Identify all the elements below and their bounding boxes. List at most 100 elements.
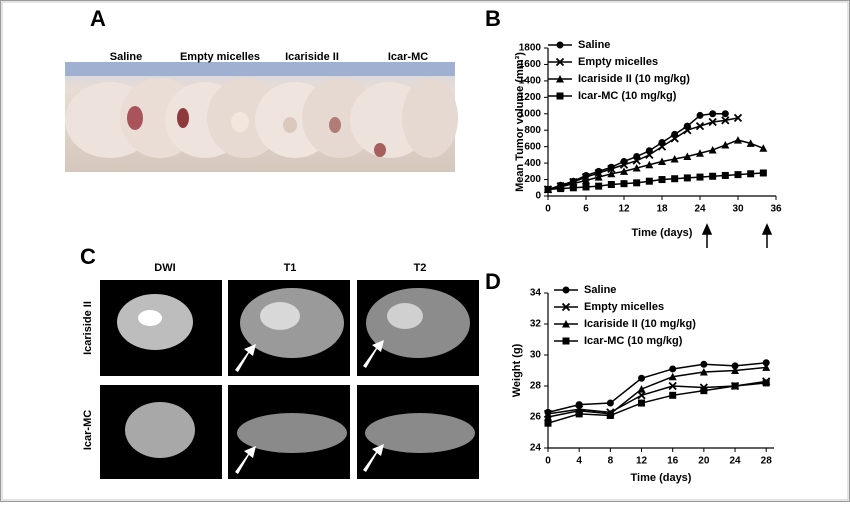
marker xyxy=(762,359,770,367)
y-tick-label: 1400 xyxy=(519,76,542,87)
x-tick-label: 24 xyxy=(694,204,706,215)
marker xyxy=(731,382,739,390)
marker xyxy=(544,419,552,427)
marker xyxy=(696,149,704,157)
marker xyxy=(569,184,577,192)
marker xyxy=(709,172,717,180)
photo-label: Icariside II xyxy=(285,51,339,63)
marker xyxy=(668,372,677,381)
y-tick-label: 1200 xyxy=(519,92,542,103)
marker xyxy=(594,173,603,181)
marker xyxy=(709,110,717,118)
y-tick-label: 30 xyxy=(530,350,542,361)
marker xyxy=(620,180,628,188)
marker xyxy=(544,185,552,193)
marker xyxy=(562,320,570,328)
marker xyxy=(721,141,730,149)
legend-label: Icariside II (10 mg/kg) xyxy=(584,318,696,330)
photo-label: Icar-MC xyxy=(388,51,428,63)
marker xyxy=(721,110,729,118)
x-tick-label: 12 xyxy=(618,204,630,215)
y-tick-label: 32 xyxy=(530,319,542,330)
marker xyxy=(669,391,677,399)
marker xyxy=(762,363,771,371)
marker xyxy=(696,173,704,181)
x-axis-label: Time (days) xyxy=(631,472,692,484)
marker xyxy=(575,410,583,418)
marker xyxy=(734,136,742,144)
dosing-arrow xyxy=(701,223,773,248)
x-axis-label: Time (days) xyxy=(632,227,693,239)
marker xyxy=(607,169,616,178)
marker xyxy=(607,180,615,188)
marker xyxy=(683,126,692,135)
marker xyxy=(561,302,571,312)
marker xyxy=(637,391,646,400)
x-tick-label: 28 xyxy=(761,456,773,467)
marker xyxy=(556,75,564,83)
legend-label: Icar-MC (10 mg/kg) xyxy=(578,90,677,102)
y-tick-label: 200 xyxy=(524,174,541,185)
mri-column-label: DWI xyxy=(154,262,175,274)
series-line xyxy=(547,382,767,424)
marker xyxy=(670,155,679,163)
marker xyxy=(721,116,730,125)
x-tick-label: 0 xyxy=(545,456,551,467)
y-tick-label: 1600 xyxy=(519,59,542,70)
marker xyxy=(721,171,729,179)
mouse-photo xyxy=(65,62,458,172)
marker xyxy=(658,157,666,165)
panel-label: B xyxy=(485,6,501,31)
marker xyxy=(734,171,742,179)
marker xyxy=(556,41,564,49)
marker xyxy=(638,374,646,382)
mri-column-label: T1 xyxy=(284,262,297,274)
marker xyxy=(695,121,705,131)
x-tick-label: 24 xyxy=(729,456,741,467)
marker xyxy=(637,385,646,393)
legend-label: Saline xyxy=(578,39,610,51)
marker xyxy=(638,399,646,407)
marker xyxy=(747,170,755,178)
marker xyxy=(671,175,679,183)
marker xyxy=(632,164,641,172)
series-line xyxy=(547,117,739,191)
marker xyxy=(594,168,603,178)
marker xyxy=(657,142,667,151)
marker xyxy=(762,379,770,387)
marker xyxy=(700,360,708,368)
panel-label: A xyxy=(90,6,106,31)
mri-row-label: Icar-MC xyxy=(82,410,94,450)
marker xyxy=(708,145,717,154)
marker xyxy=(708,117,717,127)
x-tick-label: 12 xyxy=(636,456,648,467)
y-tick-label: 26 xyxy=(530,412,542,423)
series-line xyxy=(547,362,767,414)
marker xyxy=(700,387,708,395)
mri-column-label: T2 xyxy=(414,262,427,274)
y-tick-label: 24 xyxy=(530,443,542,454)
marker xyxy=(556,92,564,100)
marker xyxy=(759,144,768,152)
legend-label: Empty micelles xyxy=(584,301,664,313)
x-tick-label: 6 xyxy=(583,204,589,215)
marker xyxy=(731,366,740,374)
marker xyxy=(595,182,603,190)
marker xyxy=(670,134,679,143)
mri-images xyxy=(100,280,479,479)
y-tick-label: 34 xyxy=(530,288,542,299)
marker xyxy=(746,139,755,147)
marker xyxy=(633,179,641,187)
marker xyxy=(699,368,708,376)
y-tick-label: 0 xyxy=(535,191,541,202)
x-tick-label: 16 xyxy=(667,456,679,467)
y-tick-label: 600 xyxy=(524,141,541,152)
marker xyxy=(759,169,767,177)
photo-label: Saline xyxy=(110,51,142,63)
marker xyxy=(607,164,616,174)
y-tick-label: 800 xyxy=(524,125,541,136)
marker xyxy=(645,177,653,185)
marker xyxy=(562,286,570,294)
